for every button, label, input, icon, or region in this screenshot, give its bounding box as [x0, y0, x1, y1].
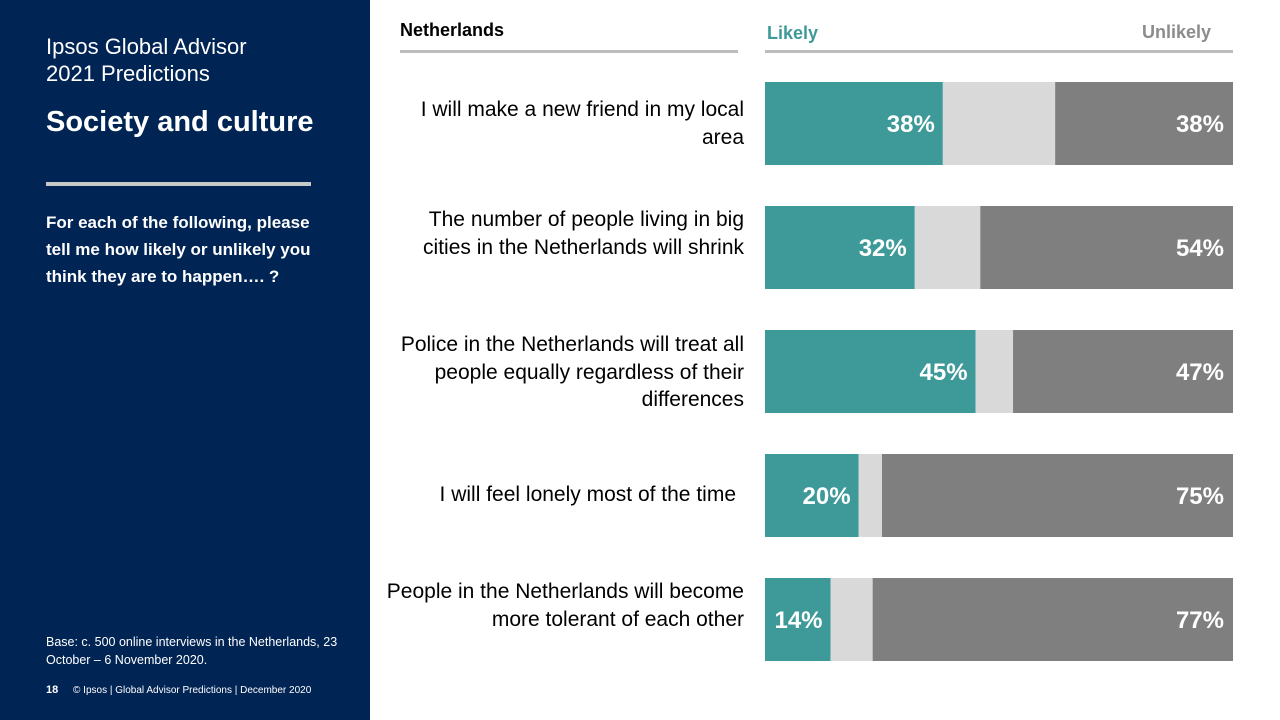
bar-neutral-1	[942, 82, 1056, 165]
sidebar: Ipsos Global Advisor 2021 Predictions So…	[0, 0, 370, 720]
legend-unlikely: Unlikely	[1142, 22, 1212, 42]
bar-unlikely-5	[872, 578, 1233, 661]
divider	[46, 182, 311, 186]
value-label-unlikely-2: 54%	[1176, 235, 1224, 262]
brand-title: Ipsos Global Advisor 2021 Predictions	[46, 33, 247, 87]
bar-neutral-5	[830, 578, 873, 661]
row-label-4: I will feel lonely most of the time	[439, 483, 736, 506]
bar-unlikely-3	[1013, 330, 1233, 413]
bar-unlikely-2	[980, 206, 1233, 289]
value-label-likely-4: 20%	[803, 483, 851, 510]
value-label-likely-2: 32%	[859, 235, 907, 262]
survey-question: For each of the following, please tell m…	[46, 213, 311, 286]
value-label-unlikely-3: 47%	[1176, 359, 1224, 386]
bar-neutral-2	[914, 206, 981, 289]
bar-unlikely-4	[882, 454, 1233, 537]
bar-neutral-3	[975, 330, 1014, 413]
bar-unlikely-1	[1055, 82, 1233, 165]
base-note: Base: c. 500 online interviews in the Ne…	[46, 635, 338, 667]
bar-likely-2	[765, 206, 915, 289]
legend-underline	[765, 50, 1233, 53]
bar-neutral-4	[858, 454, 882, 537]
row-label-2: The number of people living in big citie…	[423, 208, 744, 259]
footer: 18 © Ipsos | Global Advisor Predictions …	[46, 683, 311, 698]
row-label-3: Police in the Netherlands will treat all…	[400, 333, 744, 411]
bar-likely-5	[765, 578, 831, 661]
value-label-unlikely-1: 38%	[1176, 111, 1224, 138]
footer-text: © Ipsos | Global Advisor Predictions | D…	[73, 685, 312, 696]
bar-likely-3	[765, 330, 976, 413]
section-title: Society and culture	[46, 106, 314, 138]
value-label-unlikely-5: 77%	[1176, 607, 1224, 634]
value-label-likely-3: 45%	[920, 359, 968, 386]
country-heading: Netherlands	[400, 20, 505, 40]
row-label-1: I will make a new friend in my local are…	[420, 98, 744, 149]
bar-likely-4	[765, 454, 859, 537]
row-label-5: People in the Netherlands will become mo…	[386, 580, 744, 631]
value-label-likely-5: 14%	[774, 607, 822, 634]
page-number: 18	[46, 684, 59, 696]
brand-line-1: Ipsos Global Advisor	[46, 34, 247, 59]
country-underline	[400, 50, 738, 53]
legend-likely: Likely	[767, 23, 819, 43]
value-label-likely-1: 38%	[887, 111, 935, 138]
bar-likely-1	[765, 82, 943, 165]
brand-line-2: 2021 Predictions	[46, 61, 210, 86]
value-label-unlikely-4: 75%	[1176, 483, 1224, 510]
